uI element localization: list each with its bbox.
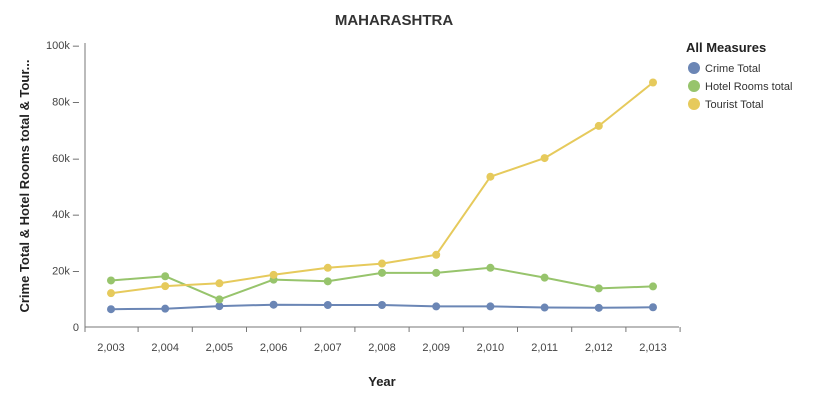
legend: All Measures Crime Total Hotel Rooms tota… [686,40,792,111]
crime-total-point[interactable] [649,303,657,312]
tourist-total-point[interactable] [323,263,332,272]
crime-total-point[interactable] [215,302,224,311]
x-tick-label: 2,013 [639,342,667,354]
x-tick-label: 2,012 [585,342,613,354]
hotel-rooms-total-point[interactable] [107,276,115,285]
crime-total-point[interactable] [323,301,332,310]
y-tick-label: 80k – [52,96,80,108]
crime-total-point[interactable] [269,300,278,309]
crime-total-point[interactable] [486,302,495,311]
hotel-rooms-total-point[interactable] [649,282,657,291]
y-axis-label: Crime Total & Hotel Rooms total & Tour..… [17,59,32,312]
tourist-total-point[interactable] [215,279,224,288]
chart-title: MAHARASHTRA [335,12,453,29]
crime-total-point[interactable] [378,301,386,310]
tourist-total-point[interactable] [432,250,441,259]
tourist-total-point[interactable] [161,282,170,291]
x-tick-label: 2,010 [477,342,505,354]
tourist-total-point[interactable] [378,259,386,268]
crime-total-point[interactable] [161,304,170,313]
legend-label-hotel-rooms-total[interactable]: Hotel Rooms total [705,81,792,93]
x-tick-label: 2,006 [260,342,288,354]
x-tick-label: 2,005 [206,342,234,354]
series-layer [107,78,657,314]
tourist-total-point[interactable] [107,289,115,298]
x-tick-label: 2,007 [314,342,342,354]
x-tick-label: 2,011 [531,342,558,354]
y-tick-label: 100k – [46,40,80,52]
hotel-rooms-total-point[interactable] [378,268,386,277]
hotel-rooms-total-point[interactable] [540,273,549,282]
legend-label-tourist-total[interactable]: Tourist Total [705,99,764,111]
crime-total-point[interactable] [540,303,549,312]
y-tick-label: 60k – [52,153,80,165]
legend-title: All Measures [686,40,766,55]
hotel-rooms-total-point[interactable] [432,268,441,277]
y-axis: 0 20k – 40k – 60k – 80k – 100k – [46,40,86,334]
y-tick-label: 20k – [52,266,80,278]
x-axis-label: Year [368,374,395,389]
x-tick-label: 2,004 [151,342,179,354]
legend-swatch-hotel-rooms-total[interactable] [688,80,700,92]
legend-swatch-tourist-total[interactable] [688,98,700,110]
y-tick-label: 0 [73,322,79,334]
tourist-total-point[interactable] [594,121,603,130]
hotel-rooms-total-point[interactable] [486,263,495,272]
hotel-rooms-total-point[interactable] [161,272,170,281]
tourist-total-point[interactable] [649,78,657,87]
tourist-total-point[interactable] [540,154,549,163]
crime-total-point[interactable] [432,302,441,311]
hotel-rooms-total-point[interactable] [594,284,603,293]
hotel-rooms-total-point[interactable] [215,295,224,304]
x-tick-label: 2,009 [422,342,450,354]
x-tick-label: 2,008 [368,342,396,354]
crime-total-point[interactable] [594,303,603,312]
legend-swatch-crime-total[interactable] [688,62,700,74]
tourist-total-point[interactable] [486,172,495,181]
x-axis: 2,003 2,004 2,005 2,006 2,007 2,008 2,009 2,010… [84,326,681,354]
crime-total-point[interactable] [107,305,115,314]
x-tick-label: 2,003 [97,342,125,354]
hotel-rooms-total-point[interactable] [323,277,332,286]
legend-label-crime-total[interactable]: Crime Total [705,63,760,75]
y-tick-label: 40k – [52,209,80,221]
tourist-total-point[interactable] [269,270,278,279]
